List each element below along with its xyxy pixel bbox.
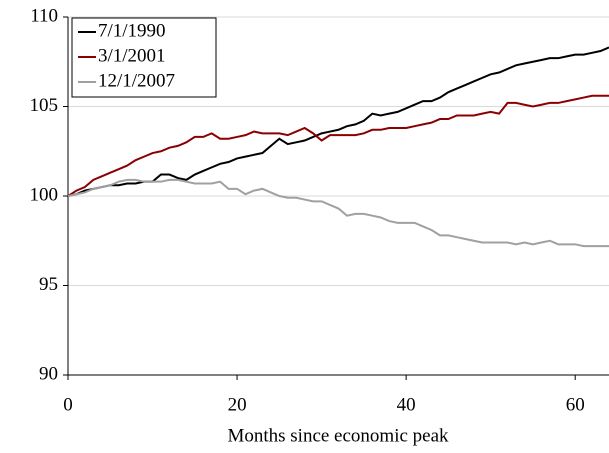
y-tick-label: 95	[39, 274, 58, 295]
x-tick-label: 60	[566, 394, 585, 415]
legend-label: 12/1/2007	[98, 70, 175, 91]
y-tick-label: 105	[30, 95, 59, 116]
x-axis-label: Months since economic peak	[227, 425, 449, 446]
series-line	[68, 178, 609, 248]
x-tick-label: 20	[228, 394, 247, 415]
y-tick-label: 110	[30, 5, 58, 26]
y-tick-label: 90	[39, 363, 58, 384]
series-line	[68, 46, 609, 197]
series-line	[68, 94, 609, 197]
y-tick-label: 100	[30, 184, 59, 205]
legend-label: 3/1/2001	[98, 45, 166, 66]
x-tick-label: 40	[397, 394, 416, 415]
x-tick-label: 0	[63, 394, 73, 415]
legend-label: 7/1/1990	[98, 20, 166, 41]
